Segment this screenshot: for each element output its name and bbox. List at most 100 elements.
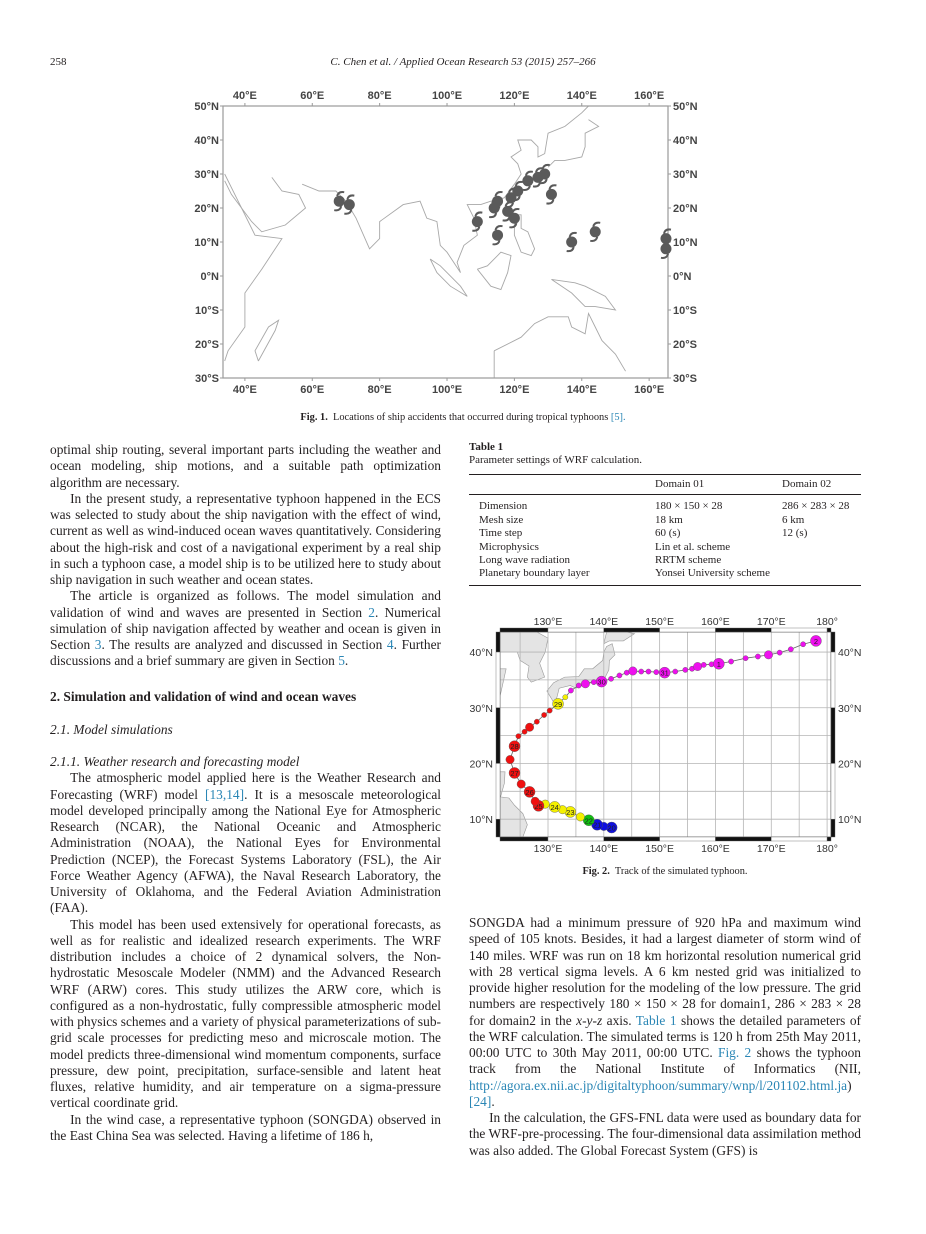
reference-link[interactable]: [24] bbox=[469, 1093, 492, 1109]
table-cell: Dimension bbox=[479, 500, 528, 513]
track-point-label: 25 bbox=[534, 802, 542, 811]
table-row: Time step 60 (s) 12 (s) bbox=[469, 527, 861, 540]
track-point bbox=[534, 718, 540, 725]
map-border-segment bbox=[495, 631, 501, 653]
table-cell bbox=[782, 554, 861, 567]
track-point bbox=[658, 666, 671, 679]
x-tick-label-bottom: 60°E bbox=[300, 384, 324, 396]
reference-link[interactable]: Table 1 bbox=[635, 1012, 677, 1028]
x-tick-label-bottom: 170°E bbox=[757, 843, 786, 855]
track-point bbox=[764, 650, 773, 660]
x-tick-label-top: 60°E bbox=[300, 90, 324, 102]
track-point-label: 23 bbox=[566, 808, 574, 817]
map-border-segment bbox=[659, 836, 716, 842]
x-tick-label-bottom: 160°E bbox=[701, 843, 730, 855]
track-point-label: 24 bbox=[551, 803, 559, 812]
track-point bbox=[508, 740, 521, 752]
typhoon-icon bbox=[512, 180, 524, 202]
y-tick-label-right: 30°N bbox=[838, 703, 861, 715]
figure-2-label: Fig. 2. bbox=[582, 866, 610, 877]
figure-1-reference-link[interactable]: [5]. bbox=[610, 412, 626, 423]
table-1: Table 1 Parameter settings of WRF calcul… bbox=[469, 441, 861, 586]
track-point-label: 30 bbox=[597, 678, 605, 687]
paragraph: In the present study, a representative t… bbox=[50, 491, 441, 589]
coastline bbox=[301, 105, 589, 273]
x-tick-label-top: 130°E bbox=[534, 616, 563, 628]
paragraph: The article is organized as follows. The… bbox=[50, 588, 441, 669]
reference-link[interactable]: 3 bbox=[94, 637, 102, 652]
map-border-segment bbox=[495, 763, 501, 820]
figure-2-caption: Fig. 2. Track of the simulated typhoon. bbox=[469, 866, 861, 877]
left-column: optimal ship routing, several important … bbox=[50, 442, 441, 1144]
track-point bbox=[700, 662, 707, 668]
track-point bbox=[546, 707, 553, 714]
map-border-segment bbox=[715, 627, 772, 633]
figure-1-label: Fig. 1. bbox=[300, 412, 328, 423]
track-point bbox=[595, 675, 608, 688]
figure-2-track-map: 130°E 130°E 140°E 140°E 150°E 150°E 160°E 160°E… bbox=[470, 616, 862, 855]
table-cell bbox=[782, 567, 861, 585]
y-tick-label-left: 50°N bbox=[194, 101, 219, 113]
map-border-segment bbox=[826, 627, 832, 633]
track-point-label: 20 bbox=[607, 824, 615, 833]
reference-link[interactable]: 5 bbox=[338, 653, 345, 669]
x-tick-label-top: 160°E bbox=[701, 616, 730, 628]
typhoon-icon bbox=[660, 238, 672, 259]
y-tick-label-left: 20°N bbox=[470, 758, 493, 770]
table-cell: Planetary boundary layer bbox=[479, 567, 590, 580]
map-border-segment bbox=[495, 707, 501, 764]
track-point bbox=[810, 635, 822, 647]
track-point bbox=[521, 728, 528, 735]
paragraph: This model has been used extensively for… bbox=[50, 917, 441, 1112]
map-border-segment bbox=[771, 627, 828, 633]
text-run: The atmospheric model applied here is th… bbox=[50, 770, 441, 802]
y-tick-label-left: 30°S bbox=[195, 373, 219, 385]
typhoon-icon bbox=[471, 211, 483, 232]
paragraph: In the wind case, a representative typho… bbox=[50, 1112, 441, 1145]
reference-link[interactable]: 2 bbox=[368, 604, 375, 620]
y-tick-label-left: 30°N bbox=[194, 169, 219, 181]
map-border-segment bbox=[830, 651, 836, 708]
track-point bbox=[568, 687, 574, 694]
map-border-segment bbox=[495, 651, 501, 708]
track-point-label: 26 bbox=[525, 788, 533, 797]
map-border-segment bbox=[499, 627, 549, 633]
text-run: . It is a mesoscale meteorological model… bbox=[50, 786, 441, 916]
map-border-segment bbox=[603, 627, 660, 633]
y-tick-label-right: 10°N bbox=[673, 237, 698, 249]
track-point bbox=[645, 668, 652, 675]
track-point bbox=[575, 682, 582, 689]
text-run: shows the typhoon track from the Nationa… bbox=[469, 1045, 861, 1077]
map-border-segment bbox=[499, 836, 549, 842]
y-tick-label-left: 0°N bbox=[201, 271, 220, 283]
section-heading: 2. Simulation and validation of wind and… bbox=[50, 689, 441, 705]
table-row: Planetary boundary layer Yonsei Universit… bbox=[469, 567, 861, 585]
table-row: Mesh size 18 km 6 km bbox=[469, 514, 861, 527]
y-tick-label-left: 40°N bbox=[470, 647, 493, 659]
reference-link[interactable]: Fig. 2 bbox=[718, 1045, 752, 1060]
text-run: x-y-z bbox=[576, 1012, 603, 1028]
paragraph: optimal ship routing, several important … bbox=[50, 442, 441, 491]
reference-link[interactable]: http://agora.ex.nii.ac.jp/digitaltyphoon… bbox=[469, 1077, 848, 1093]
reference-link[interactable]: [13,14] bbox=[205, 786, 245, 802]
track-point-label: 31 bbox=[660, 669, 668, 678]
x-tick-label-top: 40°E bbox=[233, 90, 257, 102]
map-border-segment bbox=[495, 818, 501, 838]
y-tick-label-left: 30°N bbox=[470, 703, 493, 715]
coastline bbox=[254, 319, 280, 362]
x-tick-label-top: 150°E bbox=[645, 616, 674, 628]
x-tick-label-top: 80°E bbox=[368, 90, 392, 102]
y-tick-label-right: 40°N bbox=[673, 135, 698, 147]
subsection-heading: 2.1.1. Weather research and forecasting … bbox=[50, 754, 441, 770]
track-point bbox=[638, 668, 645, 675]
land-area bbox=[546, 643, 616, 703]
track-point bbox=[549, 801, 561, 813]
track-point bbox=[713, 658, 725, 670]
reference-link[interactable]: 4 bbox=[386, 637, 394, 652]
track-point-label: 2 bbox=[814, 637, 818, 646]
typhoon-icon bbox=[566, 231, 578, 253]
text-run: In the wind case, a representative typho… bbox=[50, 1111, 441, 1143]
track-point bbox=[776, 649, 783, 656]
table-row: Microphysics Lin et al. scheme bbox=[469, 541, 861, 554]
track-point bbox=[590, 679, 597, 685]
